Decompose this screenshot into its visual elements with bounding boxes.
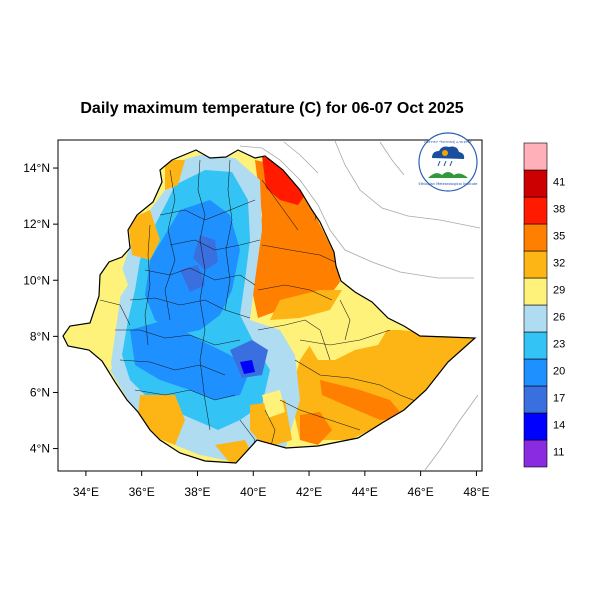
lon-tick-label: 46°E — [408, 485, 434, 499]
colorbar: 11 14 17 20 23 26 29 32 35 38 41 — [523, 142, 565, 468]
colorbar-label: 41 — [553, 177, 565, 189]
lat-axis: 4°N 6°N 8°N 10°N 12°N 14°N — [23, 161, 58, 456]
colorbar-bin — [523, 196, 548, 225]
lat-tick-label: 12°N — [23, 217, 50, 231]
colorbar-label: 17 — [553, 393, 565, 405]
zone-coldest — [240, 360, 255, 374]
institute-logo: የኢትዮጵያ ሜቲዎሮሎጂ ኢንስቲትዩት Ethiopian Meteorol… — [418, 132, 478, 192]
colorbar-label: 32 — [553, 258, 565, 270]
lon-tick-label: 44°E — [352, 485, 378, 499]
lat-tick-label: 4°N — [30, 442, 50, 456]
colorbar-label: 11 — [553, 447, 564, 459]
colorbar-bin — [523, 358, 548, 387]
colorbar-bin — [523, 223, 548, 252]
zone-northeast-hot — [252, 160, 340, 318]
lon-tick-label: 34°E — [73, 485, 99, 499]
colorbar-label: 20 — [553, 366, 565, 378]
colorbar-bin — [523, 142, 548, 171]
lat-tick-label: 8°N — [30, 329, 50, 343]
map-title: Daily maximum temperature (C) for 06-07 … — [80, 100, 463, 117]
landscape-icon — [428, 172, 468, 178]
colorbar-bin — [523, 385, 548, 414]
lon-tick-label: 40°E — [240, 485, 266, 499]
neighbour-borders — [239, 140, 481, 471]
colorbar-bin — [523, 250, 548, 279]
colorbar-bin — [523, 439, 548, 468]
lon-axis: 34°E 36°E 38°E 40°E 42°E 44°E 46°E 48°E — [73, 471, 489, 499]
colorbar-bin — [523, 277, 548, 306]
colorbar-label: 29 — [553, 285, 565, 297]
lat-tick-label: 6°N — [30, 385, 50, 399]
lat-tick-label: 14°N — [23, 161, 50, 175]
colorbar-label: 14 — [553, 420, 565, 432]
colorbar-bin — [523, 412, 548, 441]
rain-icon — [437, 160, 453, 167]
sun-icon — [442, 150, 448, 156]
colorbar-bin — [523, 304, 548, 333]
logo-top-text: የኢትዮጵያ ሜቲዎሮሎጂ ኢንስቲትዩት — [424, 140, 472, 144]
colorbar-label: 35 — [553, 231, 565, 243]
lon-tick-label: 48°E — [463, 485, 489, 499]
lon-tick-label: 36°E — [129, 485, 155, 499]
colorbar-bin — [523, 331, 548, 360]
lon-tick-label: 38°E — [184, 485, 210, 499]
colorbar-bin — [523, 169, 548, 198]
colorbar-label: 23 — [553, 339, 565, 351]
logo-bottom-text: Ethiopian Meteorological Institute — [419, 182, 478, 186]
lon-tick-label: 42°E — [296, 485, 322, 499]
lat-tick-label: 10°N — [23, 273, 50, 287]
cloud-icon — [432, 146, 465, 159]
colorbar-label: 26 — [553, 312, 565, 324]
colorbar-label: 38 — [553, 204, 565, 216]
